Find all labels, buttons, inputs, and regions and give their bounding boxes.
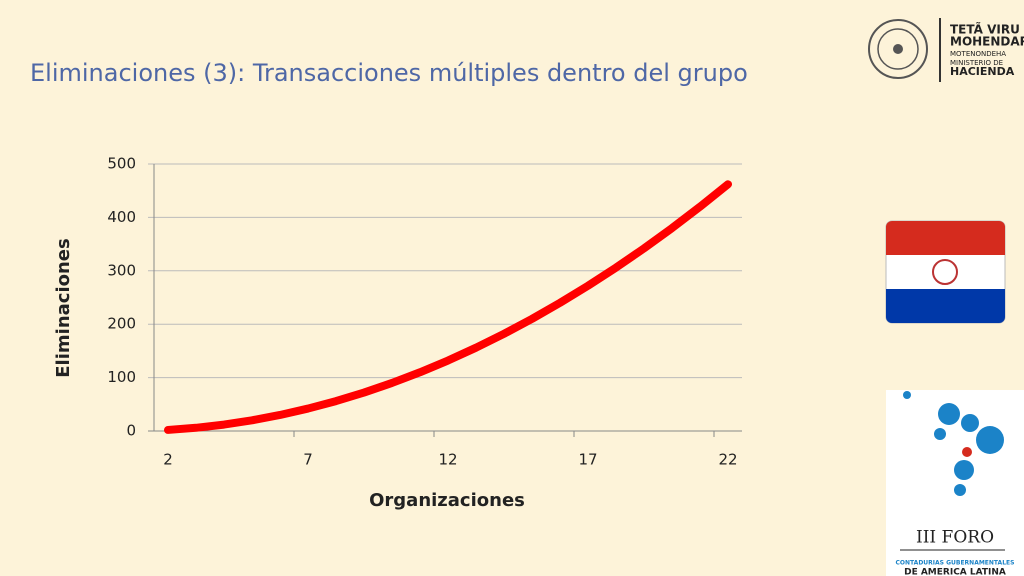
flag-red [886,221,1005,255]
logo-text: MOHENDAPY [950,35,1024,49]
dot [962,447,972,457]
forum-logo: III FORO CONTADURIAS GUBERNAMENTALES DE … [886,390,1024,576]
x-tick-label: 7 [303,451,313,469]
y-tick-label: 0 [126,422,136,440]
y-tick-label: 100 [107,368,136,386]
dot [976,426,1004,454]
logo-text: MOTENONDEHA [950,50,1006,58]
flag [885,220,1006,324]
dot [954,460,974,480]
seal-inner [877,28,919,70]
forum-text: CONTADURIAS GUBERNAMENTALES [896,560,1015,567]
y-tick-label: 400 [107,208,136,226]
ministry-logo: TETÃ VIRU MOHENDAPY MOTENONDEHA MINISTER… [868,18,1024,82]
x-tick-label: 12 [438,451,457,469]
logo-text: TETÃ VIRU [950,22,1020,37]
y-tick-label: 200 [107,315,136,333]
dot [954,484,966,496]
seal [868,19,928,79]
y-tick-label: 500 [107,155,136,173]
flag-seal [932,259,958,285]
x-axis-label: Organizaciones [369,490,525,511]
forum-text: DE AMERICA LATINA [904,568,1006,576]
logo-text: HACIENDA [950,65,1015,78]
data-line [164,180,732,434]
seal-star [893,44,903,54]
y-axis-label: Eliminaciones [53,238,74,377]
x-tick-label: 22 [718,451,737,469]
dot [961,414,979,432]
forum-title: III FORO [916,528,994,548]
dot [938,403,960,425]
chart-title: Eliminaciones (3): Transacciones múltipl… [30,59,748,87]
flag-blue [886,289,1005,323]
logo-text: MINISTERIO DE [950,59,1003,67]
x-tick-label: 2 [163,451,173,469]
x-tick-label: 17 [578,451,597,469]
dot [934,428,946,440]
y-tick-label: 300 [107,261,136,279]
dot [903,391,911,399]
